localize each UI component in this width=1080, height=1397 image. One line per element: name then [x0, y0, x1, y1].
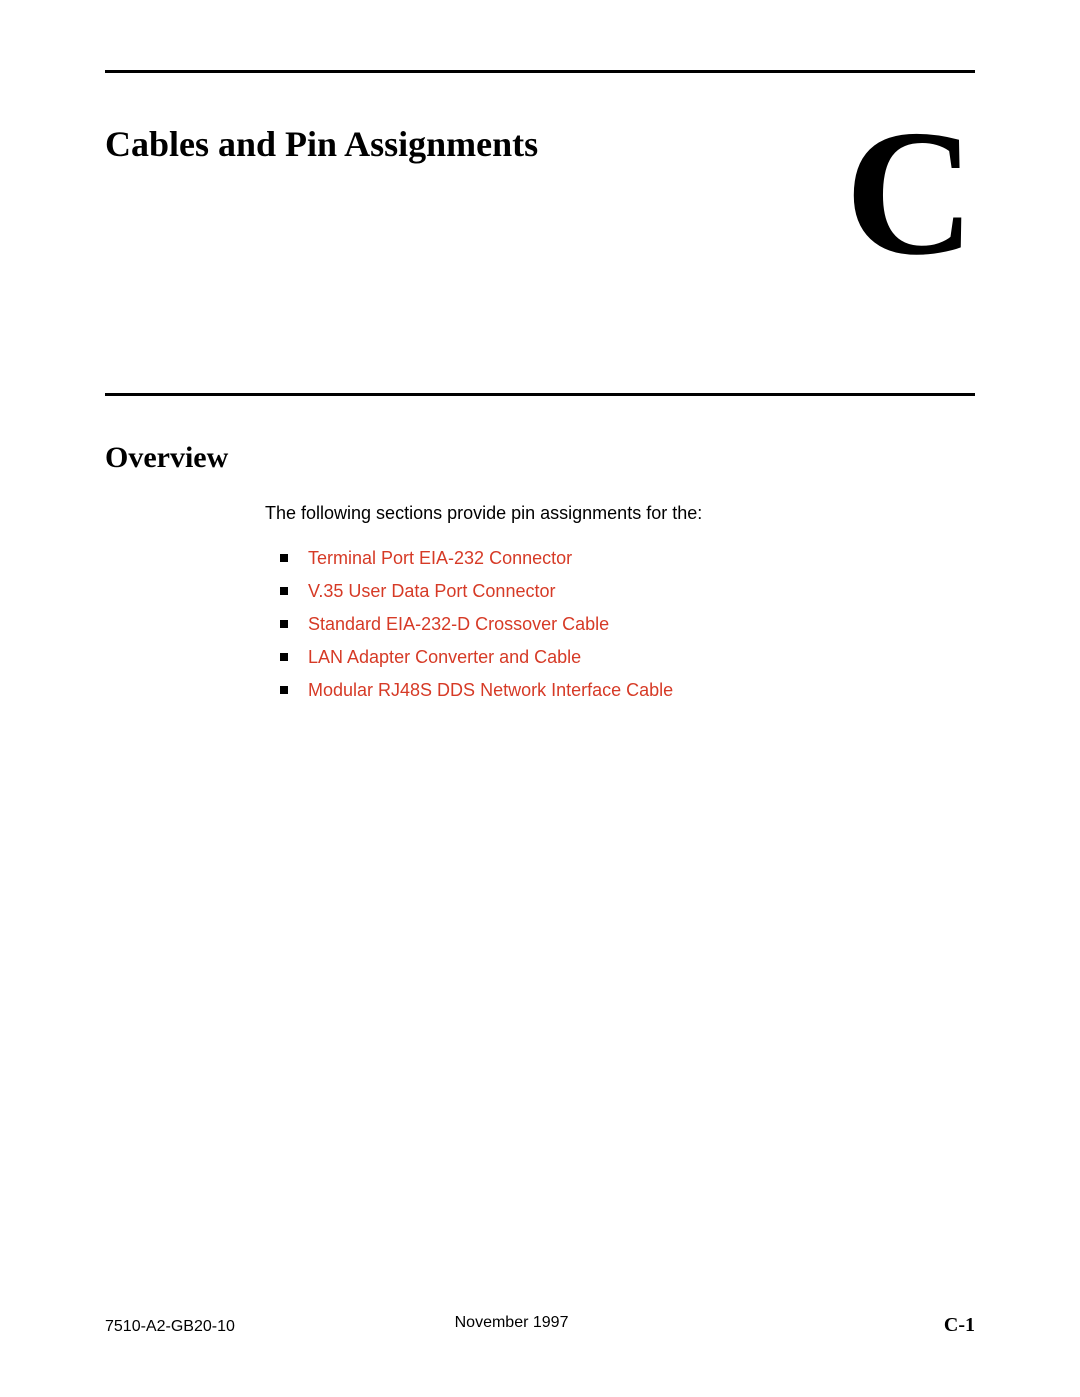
footer-page-number: C-1	[944, 1314, 975, 1337]
page-footer: 7510-A2-GB20-10 November 1997 C-1	[105, 1314, 975, 1337]
document-page: Cables and Pin Assignments C Overview Th…	[0, 0, 1080, 1397]
section-title: Overview	[105, 441, 975, 475]
list-item: Terminal Port EIA-232 Connector	[280, 548, 975, 569]
top-rule	[105, 70, 975, 73]
link-lan-adapter[interactable]: LAN Adapter Converter and Cable	[308, 647, 581, 667]
list-item: Standard EIA-232-D Crossover Cable	[280, 614, 975, 635]
footer-doc-id: 7510-A2-GB20-10	[105, 1318, 235, 1336]
mid-rule	[105, 393, 975, 396]
link-terminal-port[interactable]: Terminal Port EIA-232 Connector	[308, 548, 572, 568]
list-item: LAN Adapter Converter and Cable	[280, 647, 975, 668]
list-item: Modular RJ48S DDS Network Interface Cabl…	[280, 680, 975, 701]
intro-text: The following sections provide pin assig…	[265, 503, 975, 524]
link-list: Terminal Port EIA-232 Connector V.35 Use…	[280, 548, 975, 701]
chapter-letter: C	[845, 103, 975, 283]
chapter-title: Cables and Pin Assignments	[105, 123, 538, 165]
footer-date: November 1997	[455, 1314, 569, 1332]
chapter-header: Cables and Pin Assignments C	[105, 123, 975, 393]
list-item: V.35 User Data Port Connector	[280, 581, 975, 602]
link-crossover-cable[interactable]: Standard EIA-232-D Crossover Cable	[308, 614, 609, 634]
link-v35-port[interactable]: V.35 User Data Port Connector	[308, 581, 555, 601]
link-rj48s-cable[interactable]: Modular RJ48S DDS Network Interface Cabl…	[308, 680, 673, 700]
